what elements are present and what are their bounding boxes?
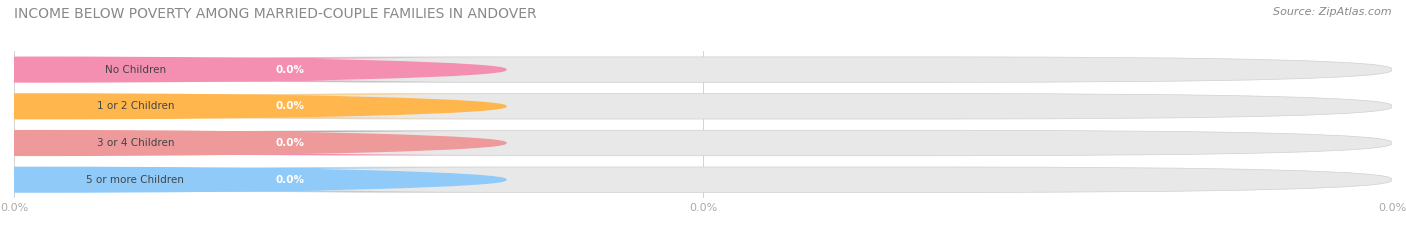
Text: 0.0%: 0.0% (276, 101, 304, 111)
FancyBboxPatch shape (0, 58, 374, 82)
FancyBboxPatch shape (14, 130, 1392, 156)
FancyBboxPatch shape (69, 58, 496, 82)
FancyBboxPatch shape (14, 57, 1392, 82)
Text: 0.0%: 0.0% (276, 65, 304, 75)
FancyBboxPatch shape (14, 167, 1392, 192)
FancyBboxPatch shape (69, 94, 496, 118)
FancyBboxPatch shape (0, 94, 374, 118)
FancyBboxPatch shape (69, 168, 496, 192)
Circle shape (0, 94, 506, 119)
Text: 0.0%: 0.0% (276, 175, 304, 185)
Text: Source: ZipAtlas.com: Source: ZipAtlas.com (1274, 7, 1392, 17)
FancyBboxPatch shape (0, 131, 374, 155)
Text: No Children: No Children (105, 65, 166, 75)
Text: 3 or 4 Children: 3 or 4 Children (97, 138, 174, 148)
FancyBboxPatch shape (69, 131, 496, 155)
Text: INCOME BELOW POVERTY AMONG MARRIED-COUPLE FAMILIES IN ANDOVER: INCOME BELOW POVERTY AMONG MARRIED-COUPL… (14, 7, 537, 21)
Text: 5 or more Children: 5 or more Children (86, 175, 184, 185)
Text: 1 or 2 Children: 1 or 2 Children (97, 101, 174, 111)
Circle shape (0, 57, 506, 82)
Text: 0.0%: 0.0% (276, 138, 304, 148)
Circle shape (0, 167, 506, 192)
Circle shape (0, 131, 506, 155)
FancyBboxPatch shape (0, 168, 374, 192)
FancyBboxPatch shape (14, 94, 1392, 119)
